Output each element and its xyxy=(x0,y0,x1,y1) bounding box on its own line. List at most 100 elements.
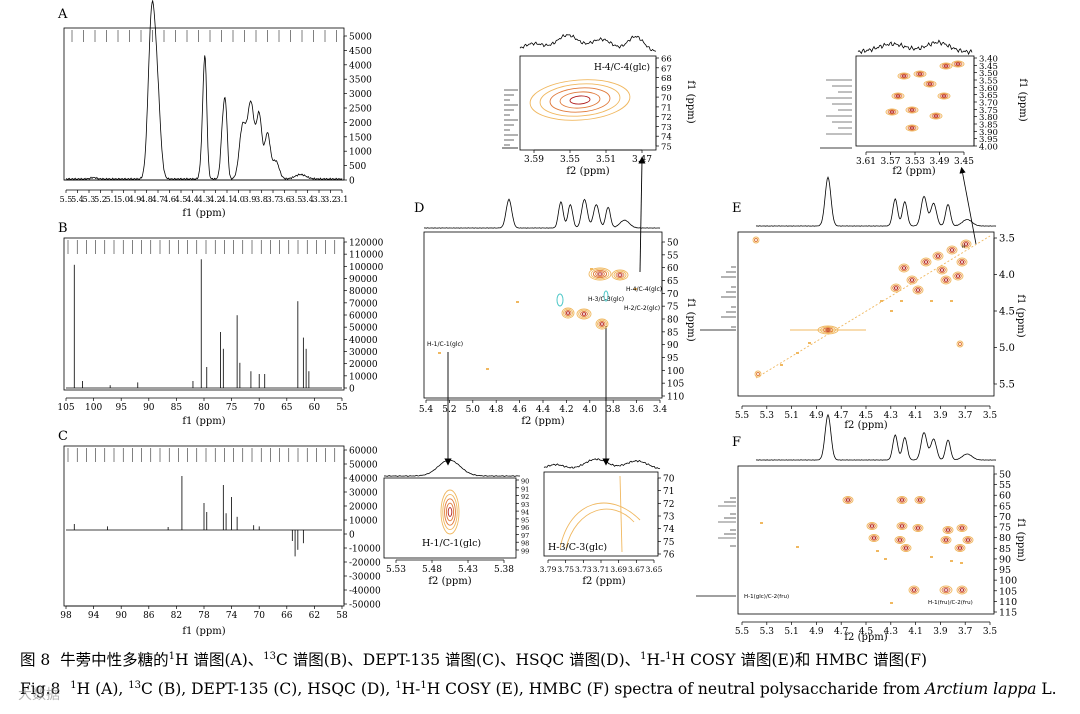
panel-d-yaxis-tick-label: 105 xyxy=(667,380,684,390)
panel-d-annotation-h3: H-3/C-3(glc) xyxy=(588,296,624,303)
caption-zh-cosy-sup2: 1 xyxy=(665,650,672,662)
panel-e-contour-dash xyxy=(900,300,903,302)
panel-d-inset-h3-yaxis-tick-label: 73 xyxy=(663,513,675,523)
panel-a-yaxis-tick-label: 5000 xyxy=(349,33,372,43)
panel-d-yaxis-tick-label: 65 xyxy=(667,277,679,287)
caption-zh-part-c: H- xyxy=(646,651,666,669)
panel-f-contour xyxy=(899,524,905,528)
panel-c-xaxis-tick-label: 98 xyxy=(60,611,72,621)
panel-e-contour-cross xyxy=(952,271,964,281)
panel-e-contour-cross xyxy=(890,283,902,293)
panel-d-inset-h1-yaxis-tick-label: 97 xyxy=(521,532,529,540)
panel-e-contour-cross xyxy=(906,275,918,285)
panel-d-contour-cyan xyxy=(556,293,564,307)
panel-e-inset-contour xyxy=(889,110,895,114)
panel-e-contour-cross xyxy=(959,260,965,264)
panel-e-xaxis-tick-label: 3.5 xyxy=(983,411,998,421)
panel-d-inset-h3-xaxis-tick-label: 3.73 xyxy=(575,565,592,574)
panel-e-inset-contour xyxy=(939,62,953,70)
panel-f-xaxis-tick-label: 4.7 xyxy=(834,627,849,637)
panel-e-yaxis-tick-label: 3.5 xyxy=(999,234,1015,245)
panel-d-inset-h3-yaxis-tick-label: 76 xyxy=(663,551,675,561)
panel-d-annotation-h2: H-2/C-2(glc) xyxy=(624,305,660,312)
panel-b-xaxis-tick-label: 70 xyxy=(253,403,265,413)
panel-e-xlabel: f2 (ppm) xyxy=(844,420,887,431)
panel-f-contour-h1 xyxy=(910,586,918,594)
panel-d-xaxis-tick-label: 5.2 xyxy=(442,405,456,415)
panel-a-xaxis-tick-label: 4.7 xyxy=(152,195,165,204)
panel-e-contour-cross xyxy=(940,275,952,285)
panel-b-xaxis-tick-label: 85 xyxy=(171,403,183,413)
panel-d-inset-h1-xaxis-tick-label: 5.43 xyxy=(458,565,478,575)
panel-f-yaxis-tick-label: 105 xyxy=(999,586,1017,597)
panel-f-contour xyxy=(914,496,926,504)
panel-d-yaxis-tick-label: 90 xyxy=(667,341,679,351)
panel-d-inset-h1-projection xyxy=(383,459,520,477)
panel-e-inset-contour xyxy=(905,106,919,114)
panel-b-frame xyxy=(63,237,345,391)
caption-en-fig-no: Fig.8 xyxy=(20,680,61,699)
panel-b-yaxis-tick-label: 70000 xyxy=(349,299,378,309)
panel-e-contour-cross xyxy=(898,263,910,273)
panel-a-yaxis-tick-label: 4000 xyxy=(349,61,372,71)
panel-a-xaxis-tick-label: 4.9 xyxy=(129,195,142,204)
panel-a-xaxis-tick-label: 5.0 xyxy=(117,195,130,204)
panel-d-inset-h3-yaxis-tick-label: 71 xyxy=(663,487,674,497)
panel-e-contour-cross xyxy=(962,240,970,248)
panel-f-contour xyxy=(844,497,852,503)
panel-c-xaxis-tick-label: 74 xyxy=(226,611,238,621)
panel-d-contour-h2 xyxy=(578,309,590,319)
caption-en-part-d: H COSY (E), HMBC (F) spectra of neutral … xyxy=(426,680,926,699)
panel-d-contour-h5 xyxy=(597,319,607,329)
panel-d-inset-h1-contour xyxy=(442,493,458,531)
panel-d-inset-top-contour xyxy=(539,83,621,117)
panel-f-contour-h1 xyxy=(959,588,965,592)
panel-e-contour-cross xyxy=(956,257,968,267)
panel-e-contour-cross xyxy=(932,251,944,261)
panel-d-contour-h4b xyxy=(615,272,625,278)
panel-c-yaxis-tick-label: 30000 xyxy=(349,489,378,499)
panel-d-contour-weak xyxy=(516,301,519,303)
panel-e-contour-cross xyxy=(948,246,956,254)
panel-e-yaxis-tick-label: 4.5 xyxy=(999,307,1015,318)
panel-f-yaxis-tick-label: 110 xyxy=(999,597,1017,608)
panel-e-contour-cross xyxy=(912,285,924,295)
panel-f-contour-h1 xyxy=(958,586,966,594)
panel-e-contour-cross xyxy=(900,264,908,272)
panel-d-xaxis-tick-label: 3.4 xyxy=(653,405,668,415)
panel-a-spectrum xyxy=(65,0,343,181)
panel-f-yaxis-tick-label: 100 xyxy=(999,576,1017,587)
panel-d-xaxis-tick-label: 4.6 xyxy=(512,405,527,415)
panel-d-inset-h1-yaxis-tick-label: 94 xyxy=(521,509,529,517)
spectra-layer xyxy=(65,0,997,604)
panel-a-xaxis-tick-label: 5.3 xyxy=(83,195,96,204)
panel-f-projection-top xyxy=(755,413,997,461)
panel-c-yaxis-tick-label: -30000 xyxy=(349,573,381,583)
panel-d-contour-weak xyxy=(634,288,637,290)
panel-d-xaxis-tick-label: 4.4 xyxy=(536,405,551,415)
panel-f-label: F xyxy=(732,435,741,450)
panel-d-inset-h1-contour xyxy=(447,507,453,517)
panel-c-yaxis-tick-label: -10000 xyxy=(349,545,381,555)
panel-d-inset-h3-contour xyxy=(559,502,641,549)
panel-e-contour-weak xyxy=(754,238,758,242)
panel-a-xaxis-tick-label: 4.2 xyxy=(209,195,222,204)
panel-e-inset-contour xyxy=(925,81,935,87)
panel-a-xlabel: f1 (ppm) xyxy=(182,208,225,219)
panel-e-inset-contour xyxy=(887,109,897,115)
panel-e-yaxis-tick-label: 4.0 xyxy=(999,270,1015,281)
panel-d-inset-h3-xaxis-tick-label: 3.65 xyxy=(646,565,663,574)
panel-e-inset-yaxis-tick-label: 3.95 xyxy=(979,135,998,145)
panel-e-contour-cross xyxy=(936,265,948,275)
panel-d-inset-h3-projection xyxy=(543,458,661,470)
panel-e-contour-dash xyxy=(950,300,953,302)
panel-e-xaxis-tick-label: 4.7 xyxy=(834,411,849,421)
panel-d-contour-weak xyxy=(590,268,593,270)
panel-e-contour-cross xyxy=(934,252,942,260)
panel-f-contour xyxy=(956,524,968,532)
panel-d-inset-h3-yaxis-tick-label: 75 xyxy=(663,538,675,548)
panel-f-yaxis-tick-label: 95 xyxy=(999,565,1011,576)
panel-b-xaxis-tick-label: 65 xyxy=(281,403,293,413)
panel-f-contour-dash xyxy=(760,522,763,524)
panel-e-inset-contour xyxy=(951,60,965,68)
